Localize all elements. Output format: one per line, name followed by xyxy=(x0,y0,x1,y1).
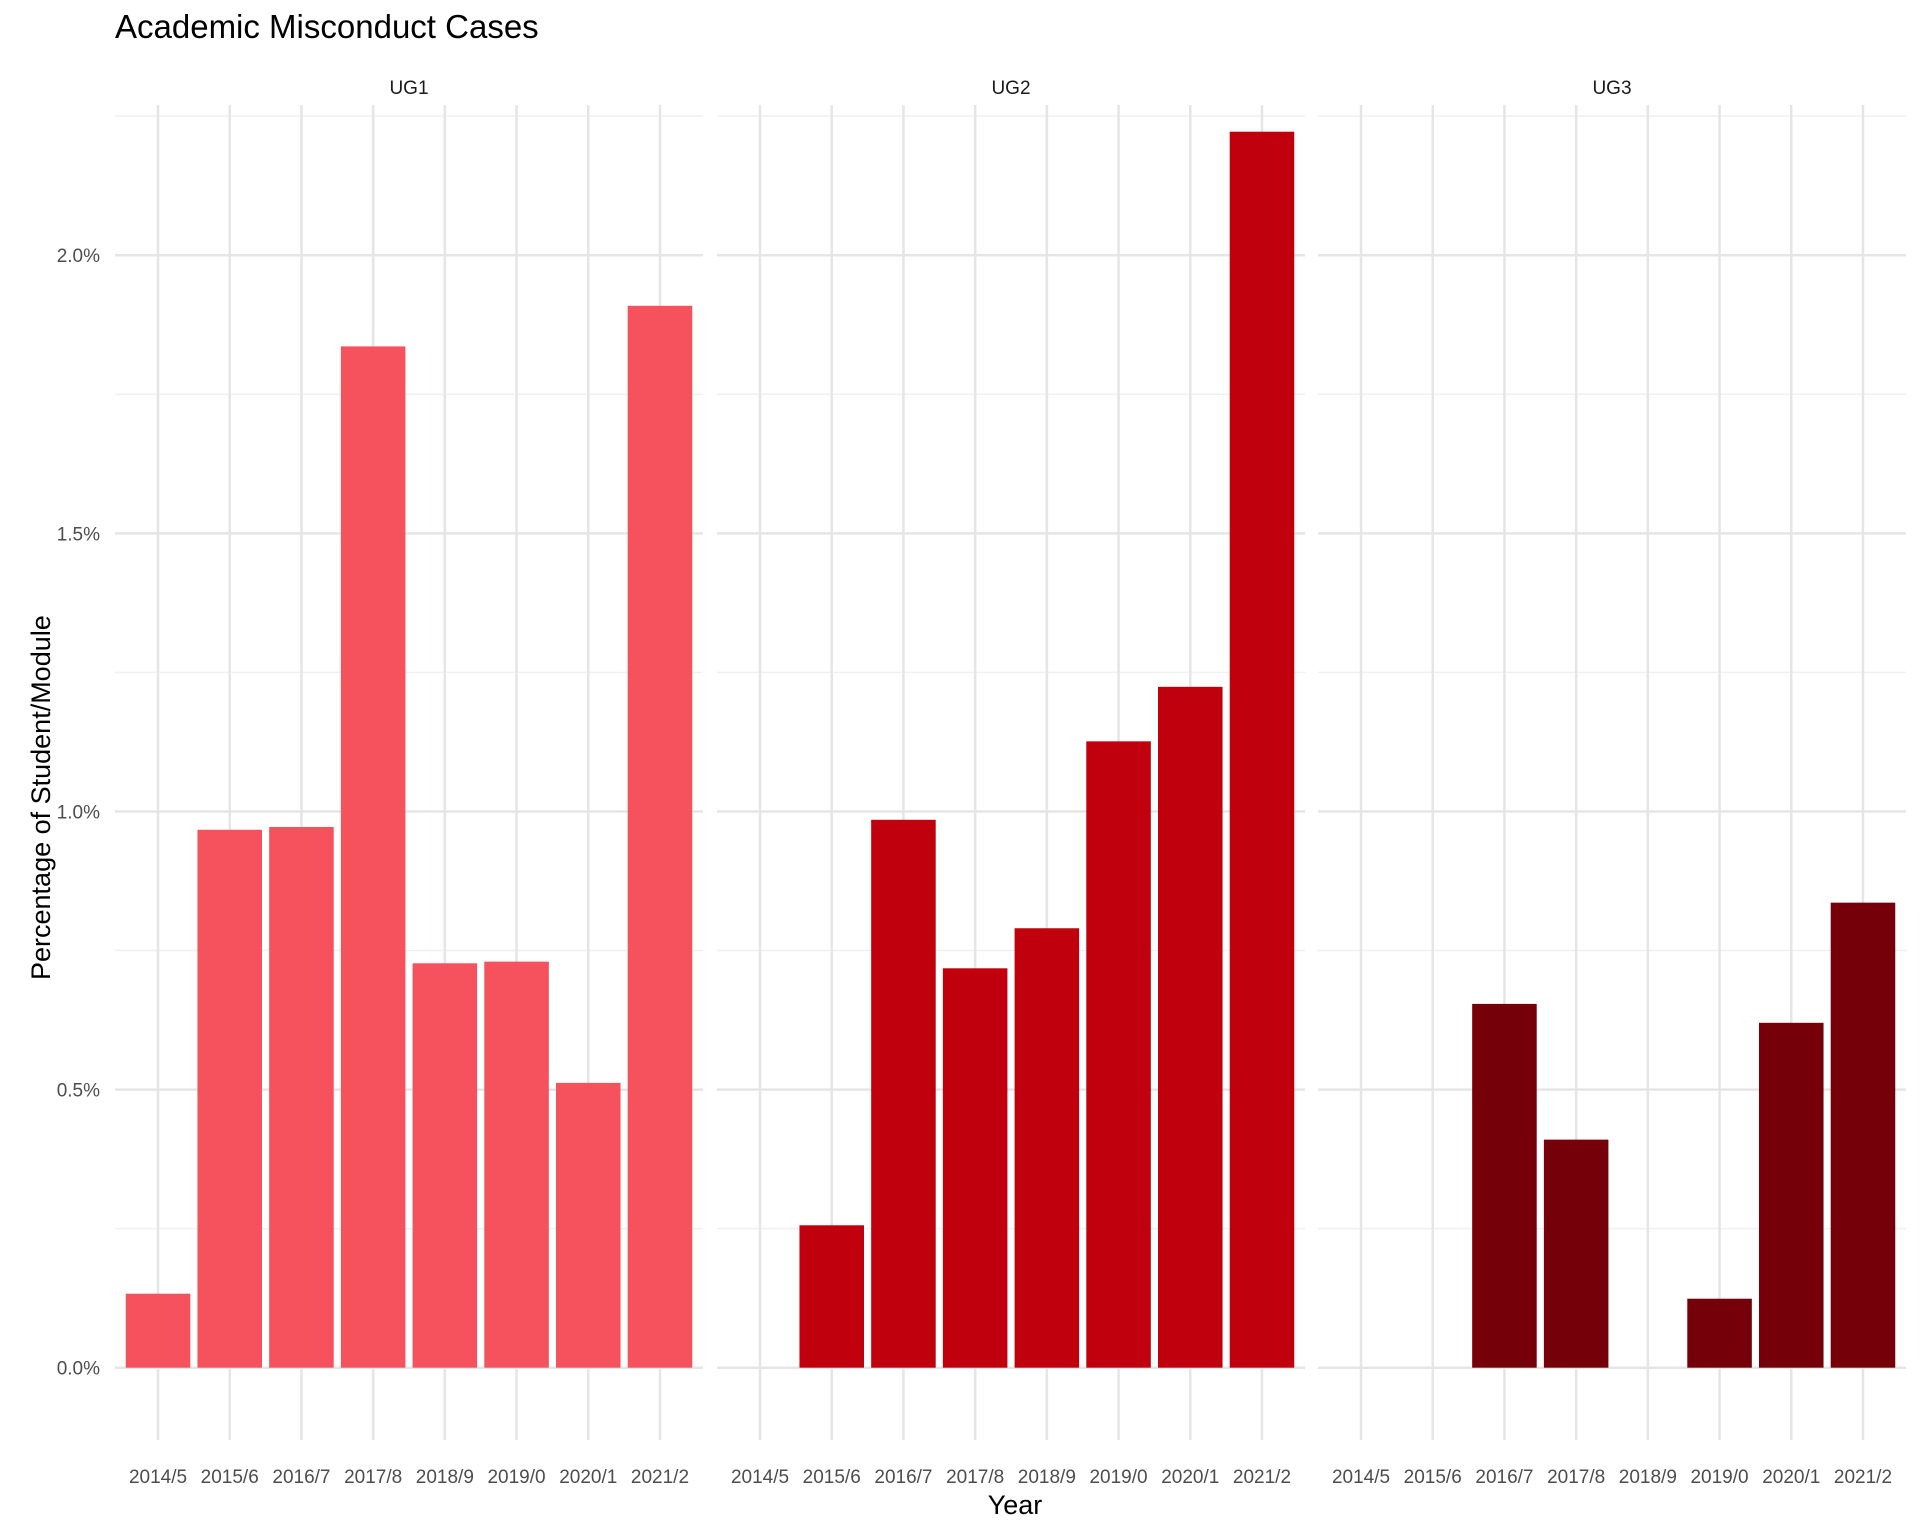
x-tick-label: 2020/1 xyxy=(1762,1467,1820,1488)
x-tick-label: 2021/2 xyxy=(1233,1467,1291,1488)
x-tick-label: 2018/9 xyxy=(1018,1467,1076,1488)
x-tick-label: 2020/1 xyxy=(1161,1467,1219,1488)
bar-ug2-2015-6 xyxy=(799,1225,864,1368)
x-axis-title: Year xyxy=(987,1490,1043,1520)
facet-label-ug1: UG1 xyxy=(389,78,428,99)
bar-ug2-2017-8 xyxy=(942,968,1008,1368)
y-tick-label: 0.0% xyxy=(57,1359,100,1380)
x-tick-label: 2018/9 xyxy=(416,1467,474,1488)
x-tick-label: 2018/9 xyxy=(1619,1467,1677,1488)
bar-ug2-2021-2 xyxy=(1229,131,1295,1368)
bar-ug1-2019-0 xyxy=(484,961,549,1368)
bar-ug3-2017-8 xyxy=(1543,1139,1609,1368)
x-tick-label: 2015/6 xyxy=(201,1467,259,1488)
x-tick-label: 2019/0 xyxy=(1690,1467,1748,1488)
x-tick-label: 2020/1 xyxy=(559,1467,617,1488)
bar-ug2-2020-1 xyxy=(1158,686,1223,1368)
bar-ug1-2020-1 xyxy=(556,1082,621,1368)
bar-ug3-2016-7 xyxy=(1472,1003,1537,1368)
bar-ug1-2017-8 xyxy=(340,346,406,1368)
bar-ug3-2019-0 xyxy=(1687,1298,1752,1368)
x-tick-label: 2019/0 xyxy=(1089,1467,1147,1488)
y-tick-label: 1.5% xyxy=(57,524,100,545)
x-tick-label: 2014/5 xyxy=(129,1467,187,1488)
bar-ug3-2020-1 xyxy=(1759,1022,1824,1368)
bar-ug1-2021-2 xyxy=(627,305,693,1368)
x-tick-label: 2015/6 xyxy=(1404,1467,1462,1488)
bar-ug1-2015-6 xyxy=(197,829,262,1368)
x-tick-label: 2017/8 xyxy=(344,1467,402,1488)
y-tick-label: 1.0% xyxy=(57,802,100,823)
x-tick-label: 2017/8 xyxy=(946,1467,1004,1488)
facet-label-ug2: UG2 xyxy=(991,78,1030,99)
facet-label-ug3: UG3 xyxy=(1592,78,1631,99)
chart-title: Academic Misconduct Cases xyxy=(115,8,539,45)
x-tick-label: 2016/7 xyxy=(272,1467,330,1488)
x-tick-label: 2021/2 xyxy=(631,1467,689,1488)
bar-ug1-2016-7 xyxy=(269,827,334,1368)
y-tick-label: 0.5% xyxy=(57,1081,100,1102)
bar-ug1-2018-9 xyxy=(412,963,478,1368)
bar-ug2-2016-7 xyxy=(871,819,936,1368)
bar-ug1-2014-5 xyxy=(125,1293,191,1368)
x-tick-label: 2019/0 xyxy=(487,1467,545,1488)
x-tick-label: 2016/7 xyxy=(874,1467,932,1488)
x-tick-label: 2014/5 xyxy=(731,1467,789,1488)
x-tick-label: 2021/2 xyxy=(1834,1467,1892,1488)
x-tick-label: 2015/6 xyxy=(803,1467,861,1488)
bar-ug2-2019-0 xyxy=(1086,741,1151,1368)
bar-ug2-2018-9 xyxy=(1014,928,1080,1368)
y-tick-label: 2.0% xyxy=(57,246,100,267)
bar-ug3-2021-2 xyxy=(1830,902,1896,1368)
x-tick-label: 2014/5 xyxy=(1332,1467,1390,1488)
x-tick-label: 2016/7 xyxy=(1475,1467,1533,1488)
x-tick-label: 2017/8 xyxy=(1547,1467,1605,1488)
